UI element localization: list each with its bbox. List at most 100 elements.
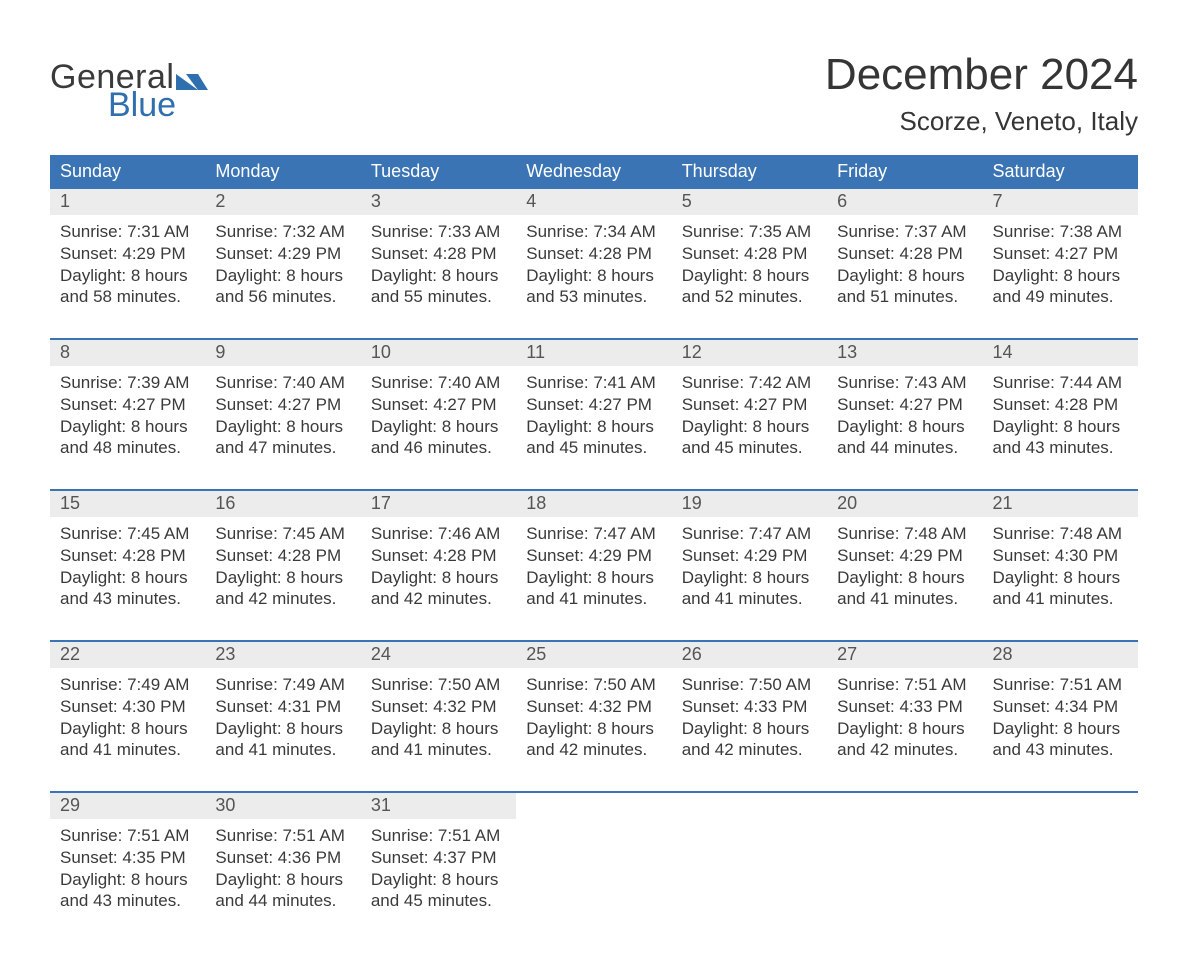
sunrise-text: Sunrise: 7:50 AM — [371, 674, 506, 696]
day-cell-empty — [516, 793, 671, 924]
daylight-line2: and 42 minutes. — [526, 739, 661, 761]
week-row: 8Sunrise: 7:39 AMSunset: 4:27 PMDaylight… — [50, 338, 1138, 471]
daylight-line1: Daylight: 8 hours — [60, 718, 195, 740]
day-cell: 11Sunrise: 7:41 AMSunset: 4:27 PMDayligh… — [516, 340, 671, 471]
day-cell: 1 Sunrise: 7:31 AMSunset: 4:29 PMDaylight… — [50, 189, 205, 320]
day-cell: 2Sunrise: 7:32 AMSunset: 4:29 PMDaylight… — [205, 189, 360, 320]
daylight-line1: Daylight: 8 hours — [837, 265, 972, 287]
day-cell-empty — [983, 793, 1138, 924]
sunrise-text: Sunrise: 7:39 AM — [60, 372, 195, 394]
day-cell: 28Sunrise: 7:51 AMSunset: 4:34 PMDayligh… — [983, 642, 1138, 773]
day-body: Sunrise: 7:51 AMSunset: 4:37 PMDaylight:… — [361, 819, 516, 912]
day-cell: 7Sunrise: 7:38 AMSunset: 4:27 PMDaylight… — [983, 189, 1138, 320]
sunset-text: Sunset: 4:37 PM — [371, 847, 506, 869]
dow-cell: Saturday — [983, 155, 1138, 189]
week-row: 29Sunrise: 7:51 AMSunset: 4:35 PMDayligh… — [50, 791, 1138, 924]
sunrise-text: Sunrise: 7:31 AM — [60, 221, 195, 243]
day-body: Sunrise: 7:50 AMSunset: 4:33 PMDaylight:… — [672, 668, 827, 761]
sunset-text: Sunset: 4:32 PM — [371, 696, 506, 718]
day-number: 28 — [983, 642, 1138, 668]
daylight-line1: Daylight: 8 hours — [371, 567, 506, 589]
daylight-line1: Daylight: 8 hours — [60, 416, 195, 438]
sunset-text: Sunset: 4:29 PM — [837, 545, 972, 567]
day-cell: 12Sunrise: 7:42 AMSunset: 4:27 PMDayligh… — [672, 340, 827, 471]
sunset-text: Sunset: 4:28 PM — [837, 243, 972, 265]
sunset-text: Sunset: 4:27 PM — [993, 243, 1128, 265]
week-row: 1Sunrise: 7:31 AMSunset: 4:29 PMDaylight… — [50, 189, 1138, 320]
sunset-text: Sunset: 4:34 PM — [993, 696, 1128, 718]
day-cell: 29Sunrise: 7:51 AMSunset: 4:35 PMDayligh… — [50, 793, 205, 924]
sunset-text: Sunset: 4:28 PM — [993, 394, 1128, 416]
daylight-line2: and 44 minutes. — [837, 437, 972, 459]
sunrise-text: Sunrise: 7:51 AM — [60, 825, 195, 847]
day-number: 11 — [516, 340, 671, 366]
day-number: 8 — [50, 340, 205, 366]
day-number — [672, 793, 827, 819]
sunrise-text: Sunrise: 7:45 AM — [215, 523, 350, 545]
day-cell: 25Sunrise: 7:50 AMSunset: 4:32 PMDayligh… — [516, 642, 671, 773]
day-cell: 13Sunrise: 7:43 AMSunset: 4:27 PMDayligh… — [827, 340, 982, 471]
daylight-line2: and 58 minutes. — [60, 286, 195, 308]
day-body: Sunrise: 7:49 AMSunset: 4:31 PMDaylight:… — [205, 668, 360, 761]
day-cell: 26Sunrise: 7:50 AMSunset: 4:33 PMDayligh… — [672, 642, 827, 773]
day-cell: 18Sunrise: 7:47 AMSunset: 4:29 PMDayligh… — [516, 491, 671, 622]
day-body: Sunrise: 7:45 AMSunset: 4:28 PMDaylight:… — [205, 517, 360, 610]
day-body: Sunrise: 7:47 AMSunset: 4:29 PMDaylight:… — [516, 517, 671, 610]
day-number: 1 — [50, 189, 205, 215]
daylight-line1: Daylight: 8 hours — [215, 265, 350, 287]
day-number: 25 — [516, 642, 671, 668]
dow-cell: Sunday — [50, 155, 205, 189]
daylight-line2: and 44 minutes. — [215, 890, 350, 912]
sunset-text: Sunset: 4:28 PM — [60, 545, 195, 567]
day-number: 4 — [516, 189, 671, 215]
daylight-line2: and 43 minutes. — [993, 437, 1128, 459]
day-cell: 21Sunrise: 7:48 AMSunset: 4:30 PMDayligh… — [983, 491, 1138, 622]
day-body: Sunrise: 7:39 AMSunset: 4:27 PMDaylight:… — [50, 366, 205, 459]
sunrise-text: Sunrise: 7:49 AM — [215, 674, 350, 696]
sunrise-text: Sunrise: 7:46 AM — [371, 523, 506, 545]
sunset-text: Sunset: 4:27 PM — [215, 394, 350, 416]
title-block: December 2024 Scorze, Veneto, Italy — [825, 50, 1138, 137]
day-number: 27 — [827, 642, 982, 668]
day-cell: 31Sunrise: 7:51 AMSunset: 4:37 PMDayligh… — [361, 793, 516, 924]
daylight-line2: and 49 minutes. — [993, 286, 1128, 308]
day-number: 10 — [361, 340, 516, 366]
dow-cell: Friday — [827, 155, 982, 189]
daylight-line2: and 51 minutes. — [837, 286, 972, 308]
daylight-line1: Daylight: 8 hours — [60, 265, 195, 287]
sunrise-text: Sunrise: 7:50 AM — [526, 674, 661, 696]
daylight-line1: Daylight: 8 hours — [371, 869, 506, 891]
daylight-line2: and 56 minutes. — [215, 286, 350, 308]
day-number: 31 — [361, 793, 516, 819]
dow-cell: Monday — [205, 155, 360, 189]
day-number — [516, 793, 671, 819]
sunset-text: Sunset: 4:29 PM — [60, 243, 195, 265]
day-number: 23 — [205, 642, 360, 668]
sunset-text: Sunset: 4:30 PM — [60, 696, 195, 718]
header-bar: General Blue December 2024 Scorze, Venet… — [50, 50, 1138, 137]
day-body: Sunrise: 7:49 AMSunset: 4:30 PMDaylight:… — [50, 668, 205, 761]
day-number: 15 — [50, 491, 205, 517]
day-cell: 4Sunrise: 7:34 AMSunset: 4:28 PMDaylight… — [516, 189, 671, 320]
day-of-week-header: SundayMondayTuesdayWednesdayThursdayFrid… — [50, 155, 1138, 189]
sunset-text: Sunset: 4:28 PM — [371, 545, 506, 567]
day-body: Sunrise: 7:32 AMSunset: 4:29 PMDaylight:… — [205, 215, 360, 308]
daylight-line1: Daylight: 8 hours — [682, 416, 817, 438]
daylight-line2: and 43 minutes. — [60, 890, 195, 912]
sunrise-text: Sunrise: 7:41 AM — [526, 372, 661, 394]
sunset-text: Sunset: 4:27 PM — [371, 394, 506, 416]
sunset-text: Sunset: 4:28 PM — [215, 545, 350, 567]
sunset-text: Sunset: 4:32 PM — [526, 696, 661, 718]
week-row: 22Sunrise: 7:49 AMSunset: 4:30 PMDayligh… — [50, 640, 1138, 773]
sunset-text: Sunset: 4:35 PM — [60, 847, 195, 869]
daylight-line1: Daylight: 8 hours — [837, 718, 972, 740]
day-cell: 19Sunrise: 7:47 AMSunset: 4:29 PMDayligh… — [672, 491, 827, 622]
daylight-line2: and 42 minutes. — [215, 588, 350, 610]
day-number: 7 — [983, 189, 1138, 215]
day-cell: 9Sunrise: 7:40 AMSunset: 4:27 PMDaylight… — [205, 340, 360, 471]
daylight-line1: Daylight: 8 hours — [682, 718, 817, 740]
sunrise-text: Sunrise: 7:47 AM — [526, 523, 661, 545]
sunset-text: Sunset: 4:29 PM — [682, 545, 817, 567]
brand-flag-icon — [176, 70, 210, 90]
daylight-line2: and 41 minutes. — [371, 739, 506, 761]
